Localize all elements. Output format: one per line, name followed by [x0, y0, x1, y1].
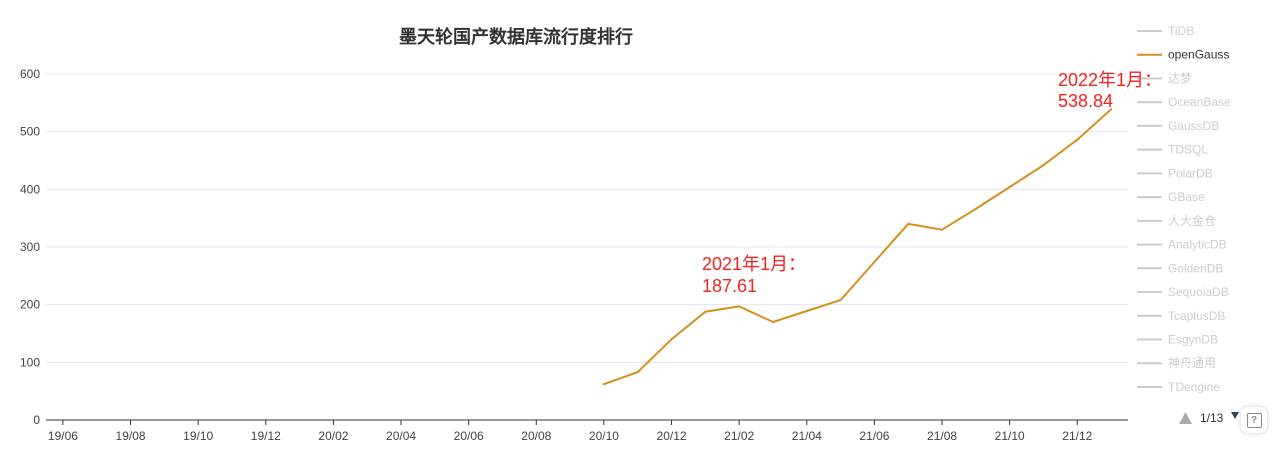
x-tick-label: 20/04	[386, 429, 416, 443]
chart-title: 墨天轮国产数据库流行度排行	[399, 26, 633, 47]
legend-item[interactable]: OceanBase	[1137, 95, 1231, 109]
x-tick-label: 19/08	[116, 429, 146, 443]
legend-label: 人大金仓	[1168, 213, 1216, 228]
legend-item[interactable]: SequoiaDB	[1137, 285, 1229, 299]
legend-label: GoldenDB	[1168, 261, 1223, 275]
legend-label: 神舟通用	[1168, 356, 1216, 370]
legend-label: AnalyticDB	[1168, 238, 1227, 252]
legend-label: TDSQL	[1168, 143, 1208, 157]
y-tick-label: 0	[33, 413, 40, 427]
y-gridlines	[46, 73, 1128, 363]
data-point	[636, 371, 639, 374]
x-tick-label: 20/02	[318, 429, 348, 443]
annotation-value: 538.84	[1058, 91, 1113, 111]
legend-label: PolarDB	[1168, 166, 1213, 180]
legend-item[interactable]: GoldenDB	[1137, 261, 1223, 275]
data-point	[738, 305, 741, 308]
legend-label: TcaplusDB	[1168, 309, 1225, 323]
y-axis: 0 100 200 300 400 500 600	[20, 67, 40, 427]
data-point	[805, 310, 808, 312]
legend-item[interactable]: GBase	[1137, 190, 1205, 204]
y-tick-label: 100	[20, 355, 40, 369]
x-tick-label: 21/12	[1062, 429, 1092, 443]
legend-item[interactable]: 达梦	[1137, 71, 1192, 85]
legend-item[interactable]: TcaplusDB	[1137, 309, 1225, 323]
data-point	[974, 207, 977, 210]
y-tick-label: 200	[20, 298, 40, 312]
x-tick-label: 20/12	[657, 429, 687, 443]
data-point	[704, 310, 707, 313]
legend-label: SequoiaDB	[1168, 285, 1229, 299]
data-point	[941, 228, 943, 231]
legend-item[interactable]: TDSQL	[1137, 143, 1208, 157]
x-tick-label: 21/08	[927, 429, 957, 443]
legend-item[interactable]: TiDB	[1137, 24, 1194, 38]
x-tick-label: 21/10	[995, 429, 1025, 443]
data-point	[772, 321, 774, 323]
legend-pager: 1/13	[1179, 411, 1239, 425]
data-point	[670, 338, 673, 341]
x-tick-label: 19/10	[183, 429, 213, 443]
legend-label: 达梦	[1168, 71, 1192, 85]
page-up-icon[interactable]	[1179, 412, 1192, 424]
y-tick-label: 400	[20, 182, 40, 196]
legend-item[interactable]: TDengine	[1137, 380, 1220, 394]
legend-item[interactable]: openGauss	[1137, 48, 1229, 62]
legend: TiDB openGauss 达梦 OceanBase GaussDB TDSQL Pola…	[1137, 24, 1231, 394]
legend-label: GaussDB	[1168, 119, 1219, 133]
page-down-icon[interactable]	[1231, 412, 1239, 419]
data-point	[602, 383, 605, 386]
data-point	[1008, 186, 1011, 188]
legend-item[interactable]: EsgynDB	[1137, 332, 1218, 346]
legend-item[interactable]: 神舟通用	[1137, 356, 1216, 370]
data-point	[1110, 108, 1113, 111]
legend-page-indicator: 1/13	[1200, 411, 1224, 425]
legend-item[interactable]: AnalyticDB	[1137, 238, 1227, 252]
y-tick-label: 600	[20, 67, 40, 81]
legend-label: GBase	[1168, 190, 1205, 204]
legend-label: OceanBase	[1168, 95, 1231, 109]
series-line-opengauss	[602, 108, 1113, 386]
annotation-2021-01: 2021年1月： 187.61	[702, 254, 806, 296]
help-button[interactable]: ?	[1241, 407, 1267, 433]
legend-label: EsgynDB	[1168, 332, 1218, 346]
x-axis: 19/06 19/08 19/10 19/12 20/02 20/04 20/06 20/08…	[46, 419, 1128, 443]
data-point	[907, 222, 910, 225]
legend-label: TiDB	[1168, 24, 1194, 38]
x-tick-label: 19/12	[251, 429, 281, 443]
annotation-value: 187.61	[702, 276, 757, 296]
y-tick-label: 300	[20, 240, 40, 254]
x-tick-label: 19/06	[48, 429, 78, 443]
legend-item[interactable]: 人大金仓	[1137, 213, 1216, 228]
annotation-2022-01: 2022年1月： 538.84	[1058, 70, 1162, 111]
annotation-label: 2021年1月：	[702, 254, 806, 274]
legend-item[interactable]: PolarDB	[1137, 166, 1213, 180]
annotation-label: 2022年1月：	[1058, 70, 1162, 90]
data-point	[839, 299, 842, 302]
legend-label: TDengine	[1168, 380, 1220, 394]
help-icon: ?	[1246, 412, 1262, 428]
x-tick-label: 21/06	[859, 429, 889, 443]
legend-label: openGauss	[1168, 48, 1229, 62]
x-tick-label: 20/06	[454, 429, 484, 443]
x-tick-label: 21/04	[792, 429, 822, 443]
data-point	[1042, 164, 1045, 167]
data-point	[1076, 138, 1079, 141]
x-tick-label: 21/02	[724, 429, 754, 443]
series-layer	[602, 108, 1113, 386]
x-tick-label: 20/08	[521, 429, 551, 443]
data-point	[873, 261, 876, 263]
x-tick-label: 20/10	[589, 429, 619, 443]
legend-item[interactable]: GaussDB	[1137, 119, 1219, 133]
y-tick-label: 500	[20, 125, 40, 139]
